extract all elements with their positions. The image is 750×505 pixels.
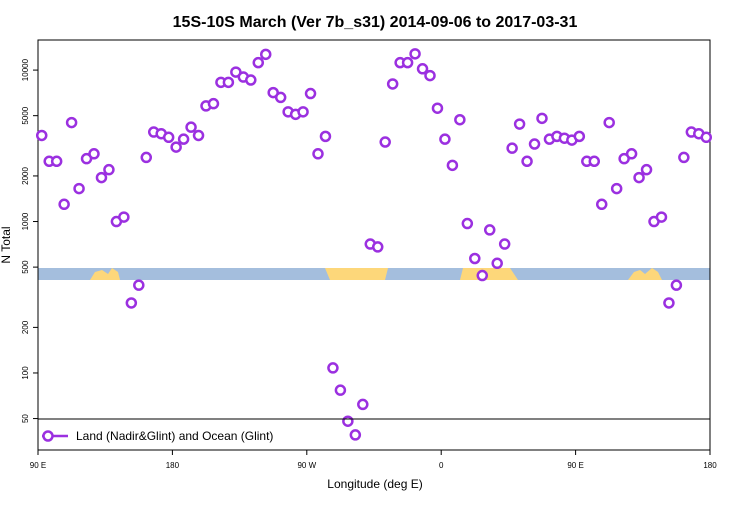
point [103,163,115,176]
point [595,198,608,211]
point [230,66,242,78]
point [498,238,511,250]
point [521,155,533,168]
y-tick-label: 50 [21,414,30,423]
point [140,151,153,164]
point [439,133,451,145]
y-tick-label: 5000 [21,106,30,124]
point [506,142,518,154]
point [185,121,197,133]
point [192,129,205,142]
land-patch [325,268,388,280]
y-tick-label: 2000 [21,166,30,184]
point [491,257,503,270]
point [252,56,265,69]
point [386,78,399,90]
point [513,118,526,130]
x-tick-label: 90 E [567,461,583,470]
point [625,148,638,160]
point [476,269,489,282]
legend-marker [42,430,54,442]
point [379,136,391,148]
point [603,116,615,129]
point [431,102,444,114]
point [73,182,85,195]
y-tick-label: 200 [21,320,30,334]
point [207,97,220,110]
x-tick-label: 180 [703,461,717,470]
point [446,159,459,172]
point [259,48,272,61]
point [633,171,645,184]
marks [35,48,713,441]
x-tick-label: 90 W [297,461,316,470]
point [88,148,100,160]
point [678,151,690,164]
point [357,398,369,411]
point [342,415,354,427]
y-tick-label: 10000 [21,58,30,81]
point [170,141,182,153]
point [312,148,324,160]
point [319,130,332,143]
point [50,155,63,168]
point [133,279,145,291]
point [118,211,130,223]
point [334,384,347,396]
point [327,362,339,374]
y-tick-label: 1000 [21,212,30,230]
point [700,131,713,144]
y-tick-label: 100 [21,366,30,380]
point [670,279,683,291]
point [222,76,235,89]
x-axis-title: Longitude (deg E) [327,477,422,491]
point [409,48,421,60]
point [304,87,317,100]
point [125,297,138,309]
point [401,56,414,69]
point [610,182,623,195]
point [349,429,362,441]
point [655,211,668,223]
point [297,106,309,118]
land-patch [90,268,120,280]
land-patch [460,268,518,280]
point [95,171,108,184]
y-axis-title: N Total [0,226,13,263]
point [274,91,287,104]
point [461,217,474,230]
point [177,133,190,145]
point [640,163,653,176]
point [483,224,496,236]
x-tick-label: 180 [166,461,180,470]
point [58,198,70,211]
legend-label: Land (Nadir&Glint) and Ocean (Glint) [76,429,273,443]
land-patch [628,268,662,280]
point [162,131,175,144]
x-tick-label: 90 E [30,461,46,470]
point [65,116,78,129]
point [469,252,481,265]
point [573,130,586,143]
point [416,63,429,75]
plot-frame [37,39,711,451]
x-tick-label: 0 [439,461,444,470]
y-tick-label: 500 [21,260,30,274]
point [424,69,436,82]
point [454,113,466,126]
point [371,241,384,253]
land-ocean-strip [38,268,710,280]
legend: Land (Nadir&Glint) and Ocean (Glint) [38,418,710,443]
point [663,297,675,309]
point [528,138,541,150]
point [536,112,548,125]
point [35,129,48,142]
point [588,155,601,168]
point [245,74,257,86]
chart-title: 15S-10S March (Ver 7b_s31) 2014-09-06 to… [173,14,578,31]
